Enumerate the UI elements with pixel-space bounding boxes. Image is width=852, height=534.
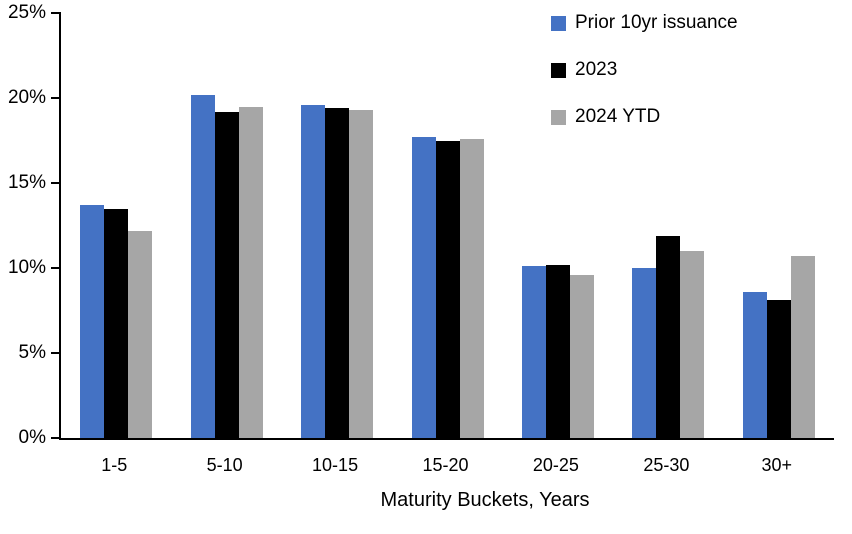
category-label: 10-15 bbox=[312, 455, 359, 475]
y-tick-label: 5% bbox=[18, 342, 46, 363]
legend-marker bbox=[551, 109, 566, 125]
bar bbox=[545, 264, 570, 438]
legend-label: Prior 10yr issuance bbox=[575, 12, 738, 33]
legend-item: 2024 YTD bbox=[551, 106, 738, 128]
y-tick-label: 25% bbox=[7, 2, 46, 23]
bar bbox=[569, 274, 594, 438]
y-tick-label: 10% bbox=[7, 257, 46, 278]
y-tick-label: 20% bbox=[7, 87, 46, 108]
legend-marker bbox=[551, 15, 566, 31]
legend-item: 2023 bbox=[551, 59, 738, 81]
bar bbox=[214, 111, 239, 438]
bar bbox=[301, 104, 326, 438]
y-tick bbox=[51, 97, 61, 99]
bar bbox=[680, 251, 705, 438]
y-tick-label: 15% bbox=[7, 172, 46, 193]
bar bbox=[190, 94, 215, 438]
bar bbox=[325, 108, 350, 438]
legend-marker bbox=[551, 62, 566, 78]
y-tick bbox=[51, 437, 61, 439]
bar bbox=[521, 266, 546, 438]
x-axis-title: Maturity Buckets, Years bbox=[380, 489, 590, 511]
bar bbox=[349, 109, 374, 438]
bar bbox=[766, 300, 791, 438]
bar bbox=[435, 140, 460, 438]
category-label: 5-10 bbox=[206, 455, 243, 475]
category-label: 15-20 bbox=[422, 455, 469, 475]
y-tick bbox=[51, 267, 61, 269]
category-label: 30+ bbox=[761, 455, 793, 475]
bar bbox=[238, 106, 263, 438]
bar bbox=[104, 208, 129, 438]
category-label: 20-25 bbox=[532, 455, 579, 475]
y-tick bbox=[51, 182, 61, 184]
bar bbox=[459, 138, 484, 438]
plot-area bbox=[51, 12, 834, 440]
bar bbox=[632, 268, 657, 438]
bar bbox=[128, 230, 153, 438]
legend-item: Prior 10yr issuance bbox=[551, 12, 738, 34]
y-tick bbox=[51, 12, 61, 14]
category-label: 1-5 bbox=[101, 455, 128, 475]
legend-label: 2024 YTD bbox=[575, 106, 661, 127]
category-label: 25-30 bbox=[643, 455, 690, 475]
bar bbox=[80, 205, 105, 438]
bar bbox=[742, 291, 767, 438]
legend-label: 2023 bbox=[575, 59, 618, 80]
bar bbox=[790, 256, 815, 438]
bar bbox=[656, 235, 681, 438]
y-tick bbox=[51, 352, 61, 354]
legend: Prior 10yr issuance 2023 2024 YTD bbox=[551, 12, 738, 128]
bar bbox=[411, 137, 436, 438]
y-tick-label: 0% bbox=[18, 427, 46, 448]
